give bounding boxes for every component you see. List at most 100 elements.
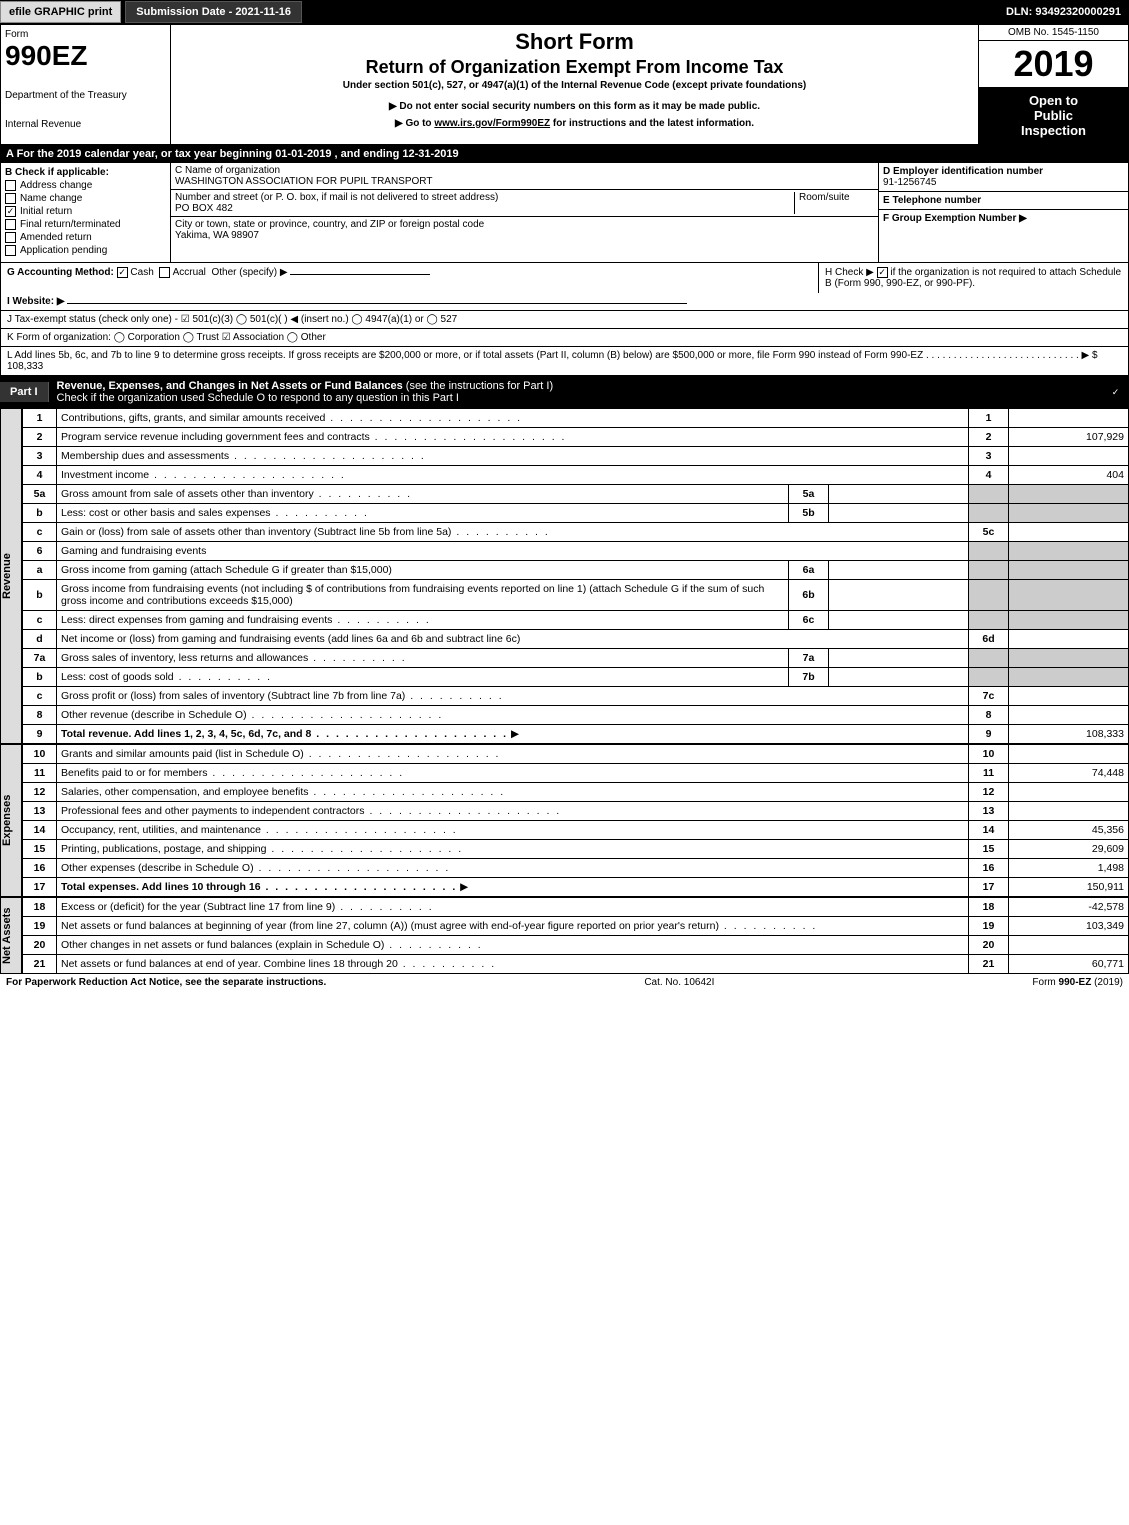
ln-val [1009, 802, 1129, 821]
website-label: I Website: ▶ [7, 296, 65, 307]
ln-ref: 21 [969, 955, 1009, 974]
header-right: OMB No. 1545-1150 2019 Open to Public In… [978, 25, 1128, 144]
section-bcdef: B Check if applicable: Address change Na… [0, 163, 1129, 263]
org-name-row: C Name of organization WASHINGTON ASSOCI… [171, 163, 878, 190]
ln-desc: Less: direct expenses from gaming and fu… [61, 614, 431, 626]
submission-date-button[interactable]: Submission Date - 2021-11-16 [125, 1, 302, 23]
checkbox-icon[interactable] [877, 267, 888, 278]
open-inspection: Open to Public Inspection [979, 87, 1128, 144]
name-label: C Name of organization [175, 165, 432, 176]
ln-val [1009, 523, 1129, 542]
ln-val [1009, 706, 1129, 725]
ln-num: 15 [23, 840, 57, 859]
section-f: F Group Exemption Number ▶ [879, 210, 1128, 262]
ln-val [1009, 630, 1129, 649]
ln-desc: Contributions, gifts, grants, and simila… [61, 412, 522, 424]
dept-irs: Internal Revenue [5, 119, 166, 130]
row-g: G Accounting Method: Cash Accrual Other … [1, 263, 818, 293]
ln-sub: 6c [789, 611, 829, 630]
ln-ref: 17 [969, 878, 1009, 897]
ln-desc: Professional fees and other payments to … [61, 805, 561, 817]
ln-desc: Less: cost of goods sold [61, 671, 272, 683]
section-b-header: B Check if applicable: [5, 167, 166, 178]
section-def: D Employer identification number 91-1256… [878, 163, 1128, 262]
checkbox-icon[interactable] [5, 219, 16, 230]
line-10: 10Grants and similar amounts paid (list … [23, 745, 1129, 764]
h-pre: H Check ▶ [825, 267, 874, 278]
checkbox-icon[interactable] [159, 267, 170, 278]
arrow-icon [511, 728, 519, 740]
org-city: Yakima, WA 98907 [175, 230, 484, 241]
chk-label: Amended return [20, 232, 92, 243]
line-7b: bLess: cost of goods sold7b [23, 668, 1129, 687]
ln-desc: Other expenses (describe in Schedule O) [61, 862, 450, 874]
ln-ref: 6d [969, 630, 1009, 649]
checkbox-icon[interactable] [5, 180, 16, 191]
ln-num: 14 [23, 821, 57, 840]
ln-ref: 15 [969, 840, 1009, 859]
netassets-sidelabel: Net Assets [0, 897, 22, 974]
part-1-check-text: Check if the organization used Schedule … [57, 392, 459, 404]
ln-ref: 4 [969, 466, 1009, 485]
checkbox-icon[interactable] [5, 245, 16, 256]
row-k: K Form of organization: ◯ Corporation ◯ … [0, 329, 1129, 347]
chk-label: Address change [20, 180, 92, 191]
efile-print-button[interactable]: efile GRAPHIC print [0, 1, 121, 23]
footer-right-post: (2019) [1091, 977, 1123, 988]
line-12: 12Salaries, other compensation, and empl… [23, 783, 1129, 802]
ln-num: b [23, 668, 57, 687]
ln-num: 6 [23, 542, 57, 561]
org-city-row: City or town, state or province, country… [171, 217, 878, 243]
header-center: Short Form Return of Organization Exempt… [171, 25, 978, 144]
ln-ref: 5c [969, 523, 1009, 542]
ln-sub: 6b [789, 580, 829, 611]
section-c: C Name of organization WASHINGTON ASSOCI… [171, 163, 878, 262]
ln-ref: 7c [969, 687, 1009, 706]
line-17: 17Total expenses. Add lines 10 through 1… [23, 878, 1129, 897]
ln-ref: 19 [969, 917, 1009, 936]
row-l: L Add lines 5b, 6c, and 7b to line 9 to … [0, 347, 1129, 376]
ln-num: 5a [23, 485, 57, 504]
ln-desc: Gross profit or (loss) from sales of inv… [61, 690, 504, 702]
line-4: 4Investment income4404 [23, 466, 1129, 485]
ln-ref [969, 611, 1009, 630]
ln-val [1009, 485, 1129, 504]
org-addr: PO BOX 482 [175, 203, 794, 214]
ln-num: 20 [23, 936, 57, 955]
chk-address-change: Address change [5, 180, 166, 191]
irs-link[interactable]: www.irs.gov/Form990EZ [434, 118, 550, 129]
line-15: 15Printing, publications, postage, and s… [23, 840, 1129, 859]
footer-right-pre: Form [1032, 977, 1058, 988]
part-1-label: Part I [0, 382, 49, 402]
ln-num: d [23, 630, 57, 649]
group-exempt-label: F Group Exemption Number ▶ [883, 213, 1124, 224]
ln-num: 1 [23, 409, 57, 428]
g-cash: Cash [130, 267, 153, 278]
revenue-table: 1 Contributions, gifts, grants, and simil… [22, 408, 1129, 744]
ln-val [1009, 649, 1129, 668]
checkbox-icon[interactable] [5, 193, 16, 204]
checkbox-icon[interactable] [5, 232, 16, 243]
line-9: 9Total revenue. Add lines 1, 2, 3, 4, 5c… [23, 725, 1129, 744]
title-short-form: Short Form [175, 29, 974, 55]
ln-num: 3 [23, 447, 57, 466]
checkbox-icon[interactable] [5, 206, 16, 217]
chk-label: Name change [20, 193, 82, 204]
ln-ref: 3 [969, 447, 1009, 466]
checkbox-icon[interactable] [1110, 387, 1121, 398]
top-bar: efile GRAPHIC print Submission Date - 20… [0, 0, 1129, 24]
ln-subval [829, 561, 969, 580]
ln-subval [829, 611, 969, 630]
ln-sub: 5b [789, 504, 829, 523]
footer: For Paperwork Reduction Act Notice, see … [0, 974, 1129, 991]
ln-val: 60,771 [1009, 955, 1129, 974]
room-label: Room/suite [794, 192, 874, 214]
org-name: WASHINGTON ASSOCIATION FOR PUPIL TRANSPO… [175, 176, 432, 187]
ln-num: 9 [23, 725, 57, 744]
ln-desc: Benefits paid to or for members [61, 767, 404, 779]
line-16: 16Other expenses (describe in Schedule O… [23, 859, 1129, 878]
ln-val [1009, 783, 1129, 802]
checkbox-icon[interactable] [117, 267, 128, 278]
ln-val: 1,498 [1009, 859, 1129, 878]
line-6c: cLess: direct expenses from gaming and f… [23, 611, 1129, 630]
